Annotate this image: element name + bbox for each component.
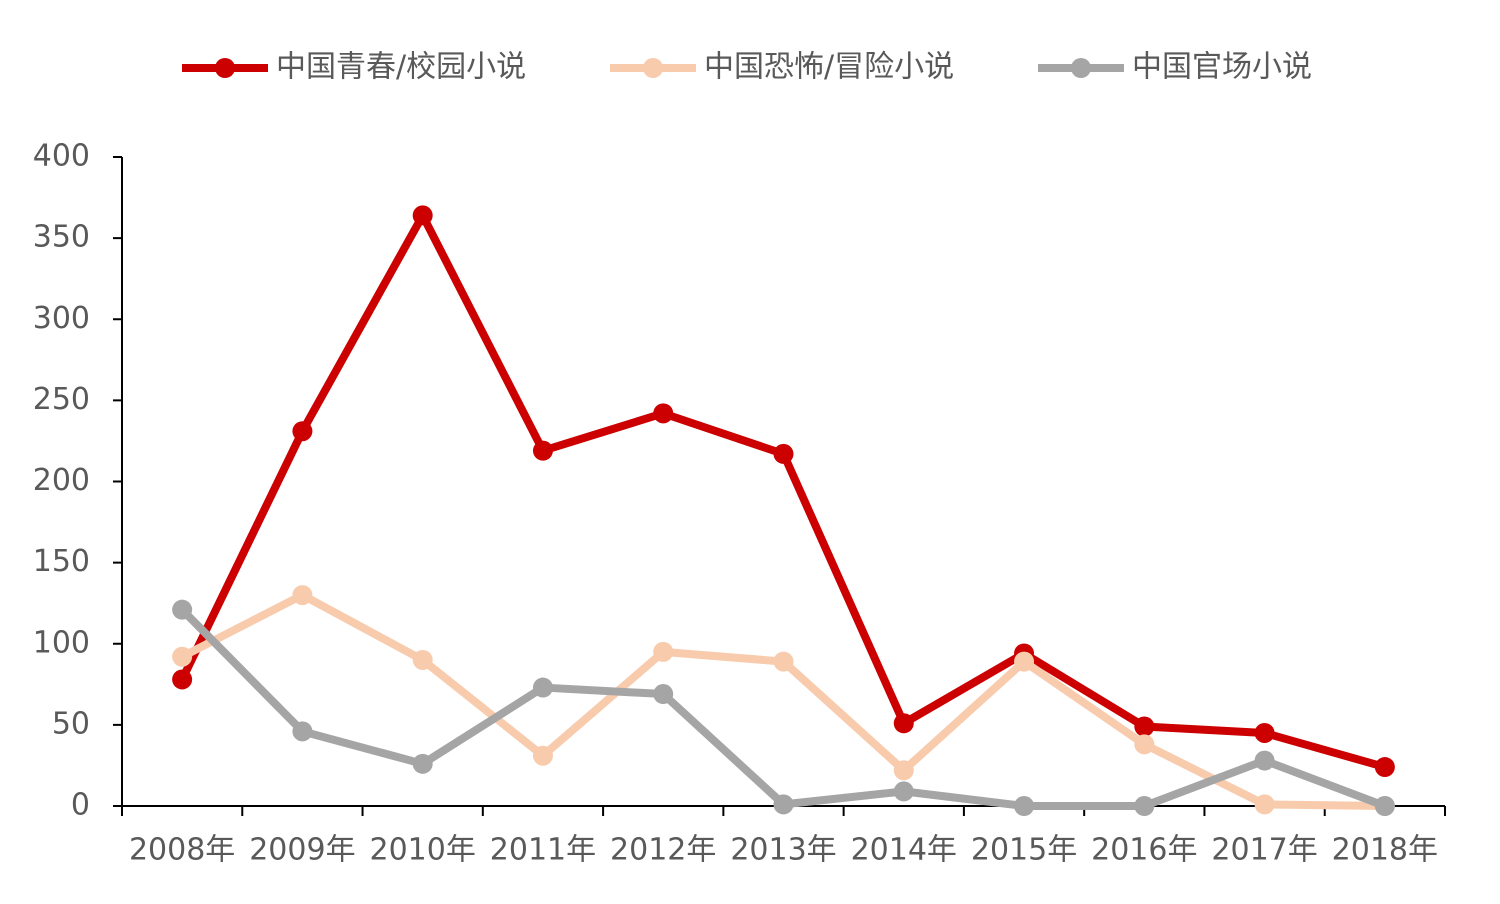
x-tick-label: 2014年 [851, 833, 957, 868]
point [1014, 651, 1035, 672]
point [292, 421, 313, 442]
point [653, 684, 674, 705]
point [773, 651, 794, 672]
x-tick-label: 2017年 [1211, 833, 1317, 868]
point [532, 440, 553, 461]
point [532, 745, 553, 766]
legend-marker [1071, 58, 1091, 78]
point [172, 669, 193, 690]
x-tick-label: 2018年 [1332, 833, 1438, 868]
series-line [180, 591, 1385, 810]
point [1134, 796, 1155, 816]
point [1254, 722, 1275, 743]
point [412, 649, 433, 670]
y-tick-label: 200 [33, 463, 90, 498]
point [893, 781, 914, 802]
legend-marker [643, 58, 663, 78]
point [1374, 796, 1395, 816]
series-line [178, 211, 1386, 771]
point [172, 599, 193, 620]
y-tick-label: 100 [33, 625, 90, 660]
point [292, 585, 313, 606]
y-tick-label: 300 [33, 301, 90, 336]
point [532, 677, 553, 698]
legend-marker [215, 58, 235, 78]
point [292, 721, 313, 742]
x-tick-label: 2008年 [129, 833, 235, 868]
point [172, 646, 193, 667]
y-tick-label: 250 [33, 382, 90, 417]
point [653, 403, 674, 424]
y-tick-label: 150 [33, 544, 90, 579]
point [893, 760, 914, 781]
point [1254, 794, 1275, 815]
y-tick-label: 350 [33, 220, 90, 255]
x-tick-label: 2010年 [370, 833, 476, 868]
point [773, 794, 794, 815]
point [1374, 757, 1395, 778]
point [773, 443, 794, 464]
legend-label: 中国官场小说 [1132, 50, 1312, 85]
x-tick-label: 2009年 [249, 833, 355, 868]
x-tick-label: 2016年 [1091, 833, 1197, 868]
y-tick-label: 400 [33, 139, 90, 174]
point [893, 713, 914, 734]
point [1254, 750, 1275, 771]
point [653, 641, 674, 662]
x-tick-label: 2011年 [490, 833, 596, 868]
y-tick-label: 50 [52, 706, 90, 741]
point [1134, 716, 1155, 737]
point [412, 205, 433, 226]
legend-label: 中国恐怖/冒险小说 [704, 50, 954, 85]
x-tick-label: 2012年 [610, 833, 716, 868]
point [412, 753, 433, 774]
legend-label: 中国青春/校园小说 [276, 50, 526, 85]
y-tick-label: 0 [71, 788, 90, 823]
x-tick-label: 2015年 [971, 833, 1077, 868]
point [1134, 734, 1155, 755]
x-tick-label: 2013年 [730, 833, 836, 868]
point [1014, 796, 1035, 816]
